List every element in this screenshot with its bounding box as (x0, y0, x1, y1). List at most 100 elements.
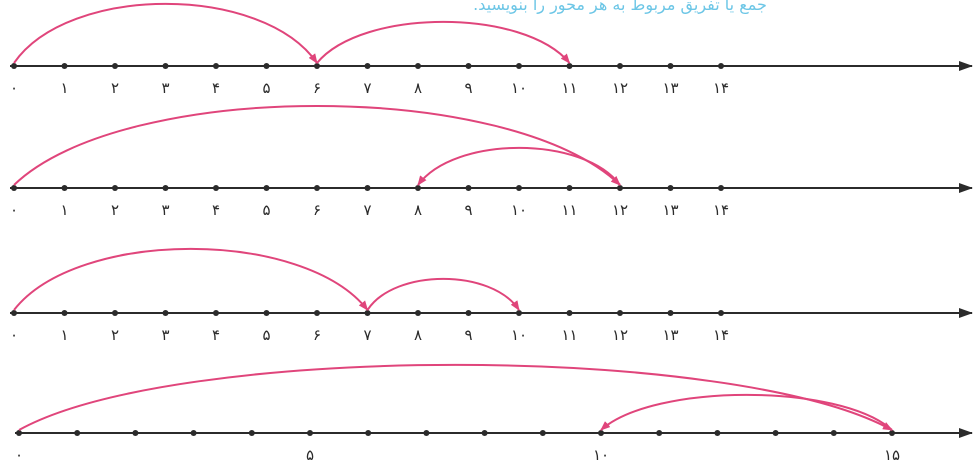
tick-dot (718, 63, 724, 69)
number-line-1: ۰ ۱ ۲ ۳ ۴ ۵ ۶ ۷ ۸ ۹ ۱۰ ۱۱ ۱۲ ۱۳ ۱۴ (10, 2, 973, 97)
tick-label: ۳ (161, 326, 169, 344)
tick-label: ۱۲ (612, 79, 628, 97)
tick-dot (263, 63, 270, 69)
tick-dot (516, 63, 522, 69)
tick-label: ۳ (161, 201, 169, 219)
tick-label: ۴ (212, 201, 220, 219)
tick-dot (162, 63, 169, 69)
number-line-3: ۰ ۱ ۲ ۳ ۴ ۵ ۶ ۷ ۸ ۹ ۱۰ ۱۱ ۱۲ ۱۳ ۱۴ (10, 248, 973, 344)
tick-dot (213, 63, 219, 69)
tick-label: ۰ (15, 446, 23, 464)
tick-dot (566, 310, 573, 316)
tick-dot (566, 63, 573, 69)
tick-dot (314, 310, 320, 316)
tick-label: ۰ (10, 326, 18, 344)
tick-label: ۱۵ (884, 446, 900, 464)
tick-label: ۷ (363, 79, 371, 97)
jump-arc (600, 393, 893, 431)
tick-label: ۱۱ (561, 201, 577, 219)
tick-label: ۵ (262, 201, 270, 219)
tick-dot (263, 185, 270, 191)
jump-arc (13, 2, 318, 64)
tick-dot (566, 185, 573, 191)
tick-label: ۶ (313, 326, 321, 344)
tick-label: ۱۰ (511, 326, 527, 344)
jump-arc (13, 105, 621, 186)
tick-dot (481, 430, 488, 436)
tick-dot (190, 430, 197, 436)
tick-label: ۹ (464, 79, 472, 97)
tick-dot (364, 185, 371, 191)
tick-label: ۱۴ (713, 201, 729, 219)
tick-label: ۱۴ (713, 326, 729, 344)
tick-dot (415, 185, 421, 191)
tick-dot (617, 310, 623, 316)
tick-dot (364, 310, 371, 316)
tick-label: ۷ (363, 201, 371, 219)
tick-label: ۱ (60, 79, 68, 97)
tick-dot (667, 63, 674, 69)
jump-arc (18, 363, 893, 431)
tick-dot (112, 185, 118, 191)
tick-dot (213, 185, 219, 191)
tick-dot (162, 185, 169, 191)
tick-label: ۱۲ (612, 201, 628, 219)
tick-dot (11, 310, 17, 316)
tick-dot (132, 430, 139, 436)
tick-dot (598, 430, 604, 436)
jump-arc (417, 146, 621, 186)
tick-dot (11, 185, 17, 191)
number-line-4: ۰ ۵ ۱۰ ۱۵ (15, 363, 973, 464)
tick-label: ۱۲ (612, 326, 628, 344)
tick-dot (248, 430, 255, 436)
tick-dot (11, 63, 17, 69)
tick-label: ۲ (111, 79, 119, 97)
tick-label: ۱۳ (662, 79, 678, 97)
tick-label: ۳ (161, 79, 169, 97)
tick-dot (465, 310, 472, 316)
tick-label: ۱۰ (511, 79, 527, 97)
tick-dot (61, 310, 68, 316)
tick-label: ۷ (363, 326, 371, 344)
tick-dot (772, 430, 779, 436)
tick-label: ۸ (414, 201, 422, 219)
tick-dot (112, 63, 118, 69)
tick-label: ۱ (60, 201, 68, 219)
tick-label: ۰ (10, 201, 18, 219)
tick-dot (415, 310, 421, 316)
tick-dot (830, 430, 837, 436)
tick-dot (656, 430, 663, 436)
jump-arc (13, 248, 369, 311)
tick-dot (714, 430, 721, 436)
tick-label: ۹ (464, 201, 472, 219)
tick-label: ۱ (60, 326, 68, 344)
jump-arc (366, 277, 520, 311)
tick-dot (263, 310, 270, 316)
tick-label: ۹ (464, 326, 472, 344)
tick-dot (617, 185, 623, 191)
tick-label: ۵ (306, 446, 314, 464)
tick-label: ۲ (111, 201, 119, 219)
tick-label: ۰ (10, 79, 18, 97)
tick-dot (16, 430, 22, 436)
tick-label: ۶ (313, 79, 321, 97)
tick-dot (465, 185, 472, 191)
tick-dot (162, 310, 169, 316)
tick-label: ۱۱ (561, 326, 577, 344)
tick-label: ۲ (111, 326, 119, 344)
jump-arc (316, 20, 571, 64)
tick-dot (61, 185, 68, 191)
tick-dot (307, 430, 313, 436)
tick-dot (718, 185, 724, 191)
tick-dot (61, 63, 68, 69)
tick-dot (74, 430, 81, 436)
tick-dot (516, 185, 522, 191)
tick-label: ۱۰ (511, 201, 527, 219)
tick-dot (415, 63, 421, 69)
tick-dot (465, 63, 472, 69)
tick-label: ۱۱ (561, 79, 577, 97)
tick-dot (314, 63, 320, 69)
tick-dot (423, 430, 430, 436)
tick-label: ۱۳ (662, 201, 678, 219)
